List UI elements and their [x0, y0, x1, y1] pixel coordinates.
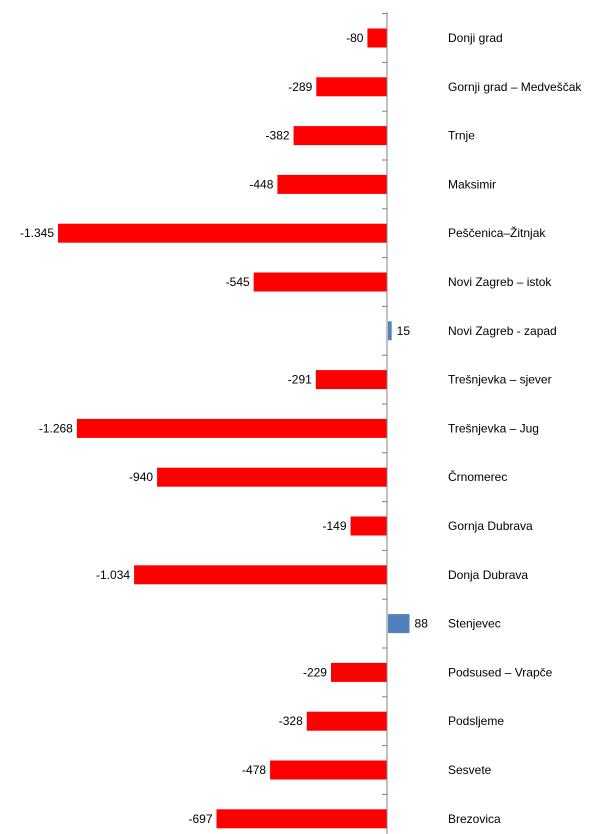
data-label: -80: [346, 31, 364, 45]
bar: [270, 760, 387, 780]
bar: [306, 711, 387, 731]
data-label: -328: [279, 714, 303, 728]
category-label: Donji grad: [448, 31, 503, 45]
category-label: Črnomerec: [448, 469, 507, 484]
value-labels-group: -80 -289 -382 -448 -1.345 -545 15 -291 -1.268 -94…: [20, 31, 428, 826]
bar: [316, 77, 387, 97]
category-label: Trešnjevka – sjever: [448, 373, 552, 387]
bar: [330, 662, 387, 682]
category-label: Novi Zagreb - zapad: [448, 324, 557, 338]
bar: [58, 223, 387, 243]
bar: [367, 28, 387, 48]
category-label: Trešnjevka – Jug: [448, 421, 539, 435]
category-label: Gornji grad – Medveščak: [448, 80, 582, 94]
bar: [216, 809, 387, 829]
category-label: Novi Zagreb – istok: [448, 275, 552, 289]
category-label: Stenjevec: [448, 617, 501, 631]
data-label: -545: [226, 275, 250, 289]
bar: [293, 126, 387, 146]
data-label: -1.345: [20, 226, 54, 240]
bar: [277, 174, 387, 194]
bar: [315, 370, 387, 390]
data-label: -1.268: [39, 421, 73, 435]
data-label: -940: [129, 470, 153, 484]
category-label: Peščenica–Žitnjak: [448, 225, 546, 240]
category-labels-group: Donji grad Gornji grad – Medveščak Trnje Ma…: [448, 31, 582, 826]
category-label: Sesvete: [448, 763, 492, 777]
data-label: 88: [415, 617, 429, 631]
category-label: Gornja Dubrava: [448, 519, 533, 533]
bar: [388, 321, 392, 341]
bar: [388, 614, 410, 634]
data-label: 15: [397, 324, 411, 338]
data-label: -289: [288, 80, 312, 94]
category-label: Podsused – Vrapče: [448, 665, 553, 679]
bar: [350, 516, 387, 536]
data-label: -448: [249, 177, 273, 191]
data-label: -1.034: [96, 568, 130, 582]
category-axis: [382, 12, 388, 834]
bar: [76, 418, 387, 438]
data-label: -382: [266, 129, 290, 143]
bar: [253, 272, 387, 292]
data-label: -697: [188, 812, 212, 826]
category-label: Maksimir: [448, 177, 496, 191]
data-label: -291: [288, 373, 312, 387]
category-label: Donja Dubrava: [448, 568, 528, 582]
data-label: -229: [303, 665, 327, 679]
bar: [157, 467, 387, 487]
bar: [134, 565, 387, 585]
data-label: -149: [323, 519, 347, 533]
category-label: Trnje: [448, 129, 475, 143]
category-label: Podsljeme: [448, 714, 504, 728]
data-label: -478: [242, 763, 266, 777]
bars-group: [58, 28, 410, 829]
category-label: Brezovica: [448, 812, 501, 826]
